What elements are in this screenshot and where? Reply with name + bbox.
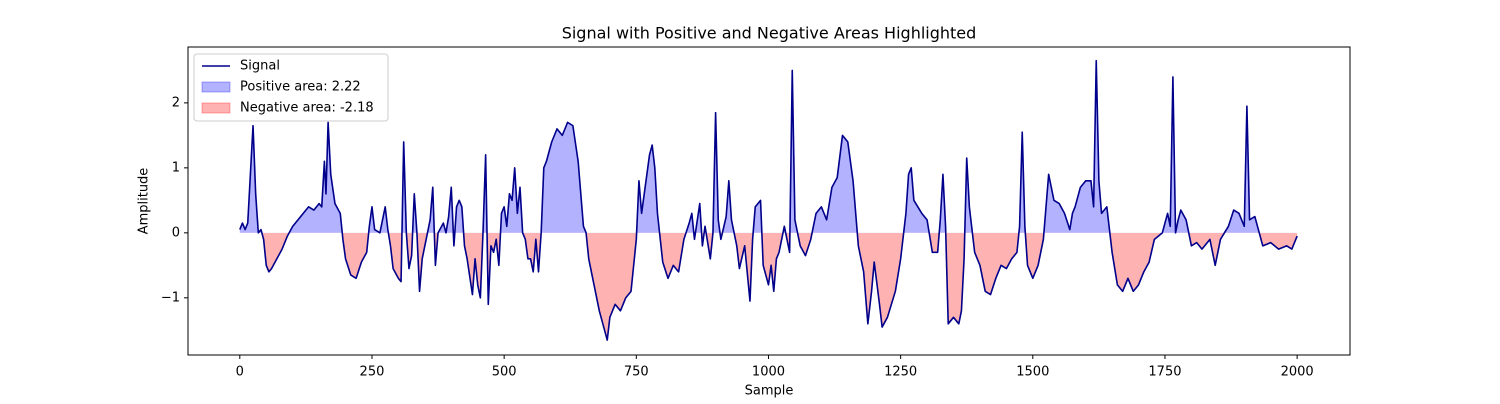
- x-tick-label: 250: [360, 365, 385, 380]
- x-tick-label: 0: [236, 365, 244, 380]
- legend-box: [193, 53, 389, 122]
- y-axis-label: Amplitude: [137, 168, 152, 235]
- x-tick-label: 750: [624, 365, 649, 380]
- x-tick-label: 1000: [752, 365, 785, 380]
- x-axis-label: Sample: [745, 384, 794, 399]
- y-tick-label: 0: [172, 225, 180, 240]
- x-tick-label: 1250: [884, 365, 917, 380]
- area-fill: [239, 60, 1260, 233]
- x-tick-label: 1750: [1148, 365, 1181, 380]
- area-fill: [239, 232, 1298, 341]
- legend-label: Signal: [240, 59, 280, 74]
- y-tick-label: −1: [161, 290, 180, 305]
- x-tick-label: 500: [492, 365, 517, 380]
- legend-swatch: [201, 81, 231, 93]
- legend-label: Negative area: -2.18: [240, 101, 374, 116]
- legend-label: Positive area: 2.22: [240, 80, 361, 95]
- y-tick-label: 1: [172, 160, 180, 175]
- chart-title: Signal with Positive and Negative Areas …: [562, 24, 977, 43]
- legend-swatch: [201, 102, 231, 114]
- signal-line: [239, 59, 1298, 341]
- x-tick-label: 1500: [1016, 365, 1049, 380]
- plot-frame: [187, 46, 1351, 356]
- x-tick-label: 2000: [1281, 365, 1314, 380]
- y-tick-label: 2: [172, 95, 180, 110]
